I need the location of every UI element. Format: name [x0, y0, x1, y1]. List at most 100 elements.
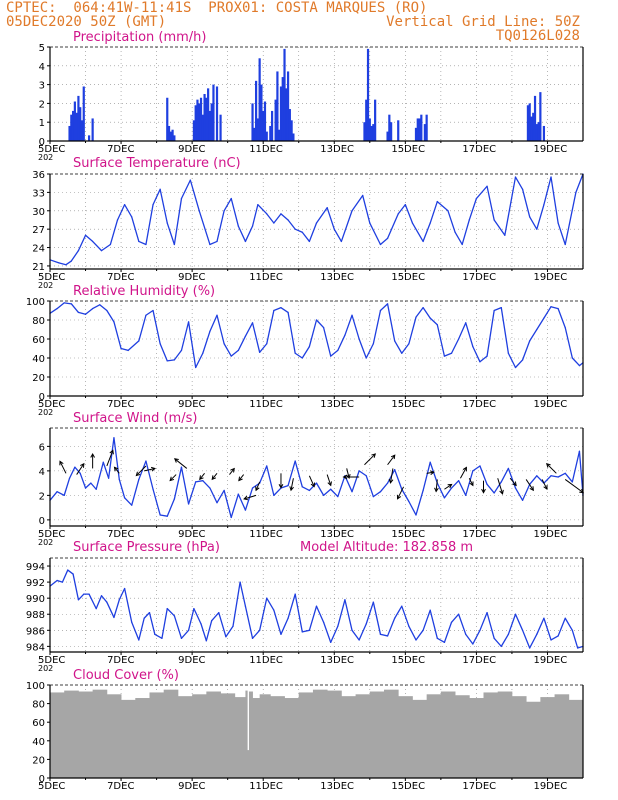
precip-bar: [265, 131, 268, 141]
x-tick-label: 11DEC: [249, 529, 283, 540]
rh-line-segment: [472, 345, 481, 363]
wind-vector: [564, 479, 584, 494]
precip-bar: [526, 105, 530, 141]
precip-bar: [533, 95, 537, 141]
x-tick-label: 11DEC: [249, 399, 283, 410]
wind-vector: [346, 468, 350, 479]
cloud-cover-bar: [163, 689, 179, 778]
temp-line-segment: [131, 216, 140, 243]
wind-line-segment: [49, 491, 58, 501]
pres-line-segment: [429, 609, 438, 639]
wind-line-segment: [102, 461, 110, 479]
rh-line-segment: [557, 307, 566, 329]
rh-line-segment: [159, 343, 168, 362]
temp-line-segment: [529, 216, 538, 230]
x-tick-label: 15DEC: [391, 781, 425, 792]
precip-bar: [75, 112, 78, 141]
x-tick-label: 9DEC: [178, 529, 205, 540]
y-tick-label: 986: [26, 626, 45, 637]
x-tick-label: 7DEC: [107, 529, 134, 540]
panel-title: Precipitation (mm/h): [73, 30, 206, 45]
rh-line-segment: [514, 359, 524, 369]
rh-line-segment: [223, 343, 232, 357]
precip-bar: [281, 77, 284, 141]
x-tick-label: 11DEC: [249, 781, 283, 792]
rh-line-segment: [408, 316, 417, 345]
wind-vector-head: [80, 462, 85, 468]
pres-line-segment: [225, 625, 234, 638]
panel-rh: Relative Humidity (%) 0 20 40 60 80 100 5DEC 7DE…: [26, 284, 584, 417]
precip-bar: [292, 133, 295, 141]
cloud-cover-bar: [327, 690, 342, 778]
wind-vector: [525, 479, 534, 491]
x-tick-label: 13DEC: [320, 655, 354, 666]
y-tick-label: 36: [32, 170, 45, 181]
cloud-cover-bar: [497, 691, 513, 778]
rh-line-segment: [113, 321, 122, 350]
wind-line-segment: [415, 489, 424, 516]
pres-line-segment: [251, 629, 261, 639]
temp-line-segment: [536, 203, 545, 230]
precip-bar: [370, 125, 373, 141]
precip-bar: [425, 114, 428, 141]
wind-vector: [364, 453, 376, 466]
temp-line-segment: [436, 200, 449, 212]
precip-bar: [73, 101, 76, 141]
precip-bar: [423, 124, 426, 141]
rh-line-segment: [358, 338, 367, 359]
rh-line-segment: [365, 343, 375, 359]
cloud-cover-bar: [220, 693, 236, 778]
panel-wind: Surface Wind (m/s) 0 2 4 6 5DEC 7DEC 9DEC 11DEC 1…: [38, 411, 585, 547]
wind-line-segment: [294, 460, 303, 488]
y-tick-label: 21: [32, 262, 45, 273]
rh-line-segment: [166, 359, 176, 362]
rh-line-segment: [330, 349, 339, 357]
pres-line-segment: [358, 623, 367, 641]
wind-vector: [390, 468, 394, 483]
temp-line-segment: [397, 203, 406, 215]
wind-vector: [468, 478, 474, 486]
rh-line-segment: [344, 314, 353, 336]
precip-bar: [79, 107, 82, 141]
pres-line-segment: [493, 637, 502, 648]
wind-line-segment: [529, 475, 538, 486]
y-tick-label: 992: [26, 578, 45, 589]
temp-line-segment: [411, 222, 424, 243]
temp-line-segment: [447, 210, 456, 233]
wind-line-segment: [465, 470, 474, 497]
rh-line-segment: [457, 322, 467, 340]
rh-line-segment: [436, 324, 446, 357]
rh-line-segment: [258, 343, 268, 353]
x-tick-label: 17DEC: [462, 144, 496, 155]
y-tick-label: 40: [32, 354, 45, 365]
pres-line-segment: [536, 617, 545, 635]
wind-vector-head: [390, 454, 396, 460]
precip-bar: [173, 135, 176, 141]
y-tick-label: 100: [26, 681, 45, 692]
y-tick-label: 0: [39, 392, 45, 403]
x-tick-label: 15DEC: [391, 144, 425, 155]
pres-line-segment: [486, 611, 495, 639]
precip-bar: [269, 125, 272, 141]
temp-line-segment: [333, 228, 343, 243]
x-tick-label: 13DEC: [320, 144, 354, 155]
wind-line-segment: [479, 465, 488, 486]
cloud-cover-bar: [483, 692, 499, 778]
x-year-stub: 202: [38, 538, 53, 547]
pres-line-segment: [106, 601, 115, 619]
temp-line-segment: [216, 210, 225, 243]
wind-line-segment: [95, 461, 104, 490]
pres-line-segment: [543, 617, 552, 641]
precip-bar: [278, 129, 281, 141]
wind-vector: [497, 478, 503, 494]
wind-vector-head: [512, 481, 517, 487]
precip-bar: [201, 114, 204, 141]
panel-title: Relative Humidity (%): [73, 284, 215, 299]
y-tick-label: 4: [39, 467, 45, 478]
rh-line-segment: [180, 321, 190, 352]
wind-line-segment: [180, 466, 190, 505]
rh-line-segment: [422, 306, 431, 319]
rh-line-segment: [266, 309, 275, 345]
panel-precip: Precipitation (mm/h) 0 1 2 3 4 5 5DEC 7DEC 9DEC 11…: [38, 30, 584, 162]
wind-vector-head: [255, 486, 260, 492]
